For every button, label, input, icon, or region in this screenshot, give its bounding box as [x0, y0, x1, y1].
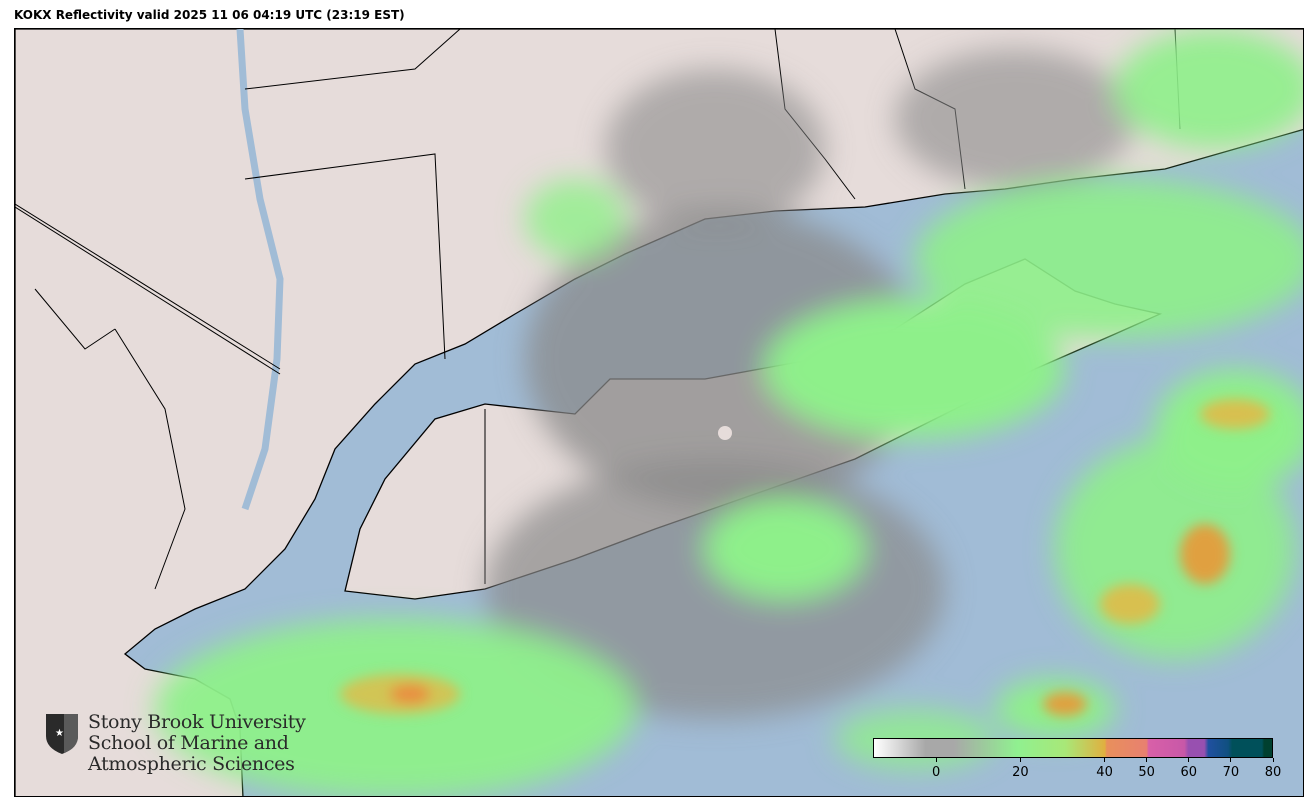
sbu-somas-logo: ★ Stony Brook University School of Marin…: [44, 712, 306, 775]
radar-echoes: [155, 29, 1303, 796]
colorbar-tick-label: 70: [1222, 765, 1240, 780]
colorbar-tick-label: 40: [1096, 765, 1113, 780]
map-canvas: [15, 29, 1303, 796]
colorbar-tick-label: 80: [1264, 765, 1282, 780]
hudson-river: [236, 29, 284, 511]
colorbar-tick-label: 60: [1180, 765, 1198, 780]
colorbar-tick: [1272, 758, 1274, 762]
colorbar-tick: [1019, 758, 1021, 762]
logo-line-1: Stony Brook University: [88, 711, 306, 733]
map-title: KOKX Reflectivity valid 2025 11 06 04:19…: [14, 8, 405, 22]
colorbar-tick: [1230, 758, 1232, 762]
colorbar-tick: [1146, 758, 1148, 762]
reflectivity-colorbar: [873, 738, 1273, 758]
logo-line-3: Atmospheric Sciences: [88, 753, 295, 775]
colorbar-tick: [1104, 758, 1106, 762]
colorbar-tick-label: 20: [1012, 765, 1029, 780]
colorbar-tick-label: 50: [1138, 765, 1155, 780]
radar-site-marker: [718, 426, 732, 440]
colorbar-tick: [935, 758, 937, 762]
shield-icon: ★: [46, 714, 78, 754]
colorbar-tick: [1188, 758, 1190, 762]
svg-text:★: ★: [55, 728, 64, 739]
radar-map: [14, 28, 1304, 797]
logo-line-2: School of Marine and: [88, 732, 289, 754]
colorbar-tick-label: 0: [932, 765, 941, 780]
radar-cores: [340, 399, 1270, 716]
